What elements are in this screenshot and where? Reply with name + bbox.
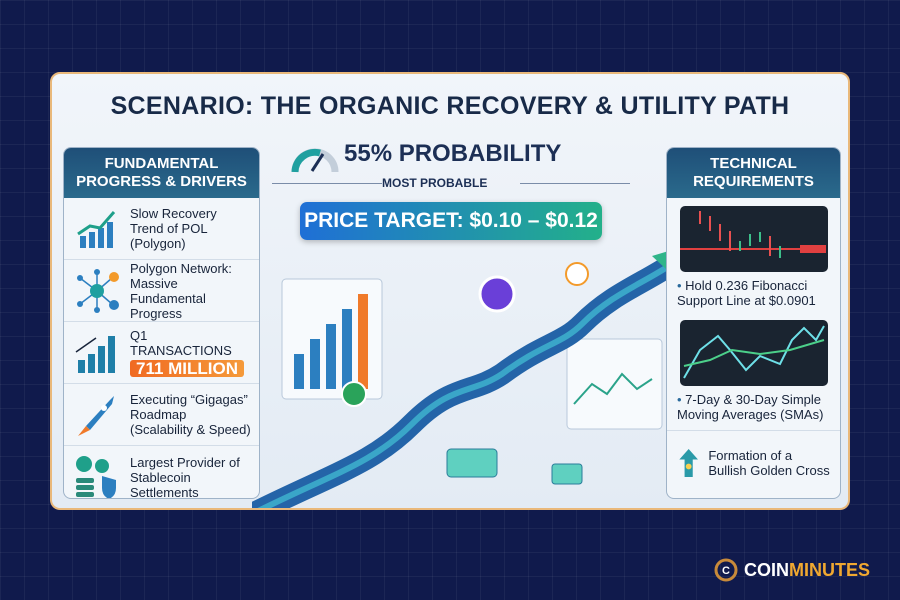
network-icon xyxy=(77,268,119,313)
list-item: Slow Recovery Trend of POL (Polygon) xyxy=(64,198,259,260)
up-arrow-icon xyxy=(679,449,698,477)
gauge-icon xyxy=(291,148,339,173)
panel-title: FUNDAMENTAL PROGRESS & DRIVERS xyxy=(64,148,259,198)
list-item: Executing “Gigagas” Roadmap (Scalability… xyxy=(64,384,259,446)
svg-text:C: C xyxy=(722,565,730,577)
probability-label: 55% PROBABILITY xyxy=(344,140,562,167)
brand-logo: C COINMINUTES xyxy=(714,558,870,582)
page-title: SCENARIO: THE ORGANIC RECOVERY & UTILITY… xyxy=(110,92,790,120)
price-target-banner: PRICE TARGET: $0.10 – $0.12 xyxy=(300,202,602,240)
transactions-badge: 711 MILLION xyxy=(130,360,245,377)
infographic-card: SCENARIO: THE ORGANIC RECOVERY & UTILITY… xyxy=(50,72,850,510)
fundamentals-panel: FUNDAMENTAL PROGRESS & DRIVERS Slow Reco… xyxy=(63,147,260,499)
item-text: Slow Recovery Trend of POL (Polygon) xyxy=(130,206,217,251)
bar-chart-icon xyxy=(75,335,115,373)
item-label: Q1 TRANSACTIONS xyxy=(130,328,232,358)
requirement-fibonacci: Hold 0.236 Fibonacci Support Line at $0.… xyxy=(667,272,840,312)
panel-title: TECHNICAL REQUIREMENTS xyxy=(667,148,840,198)
item-text: Q1 TRANSACTIONS 711 MILLION xyxy=(130,328,251,377)
divider xyxy=(272,183,382,184)
list-item: Polygon Network: Massive Fundamental Pro… xyxy=(64,260,259,322)
illustration xyxy=(252,244,692,508)
rocket-icon xyxy=(78,395,114,436)
list-item: Largest Provider of Stablecoin Settlemen… xyxy=(64,446,259,499)
item-text: Formation of a Bullish Golden Cross xyxy=(708,448,830,478)
stablecoin-shield-icon xyxy=(76,456,116,498)
list-item: Q1 TRANSACTIONS 711 MILLION xyxy=(64,322,259,384)
moving-average-chart xyxy=(679,320,828,386)
requirement-golden-cross: Formation of a Bullish Golden Cross xyxy=(667,430,840,495)
item-text: Largest Provider of Stablecoin Settlemen… xyxy=(130,454,240,499)
growth-chart-icon xyxy=(77,210,116,248)
brand-part1: COIN xyxy=(744,559,789,580)
candlestick-chart xyxy=(679,206,828,272)
item-text: Polygon Network: Massive Fundamental Pro… xyxy=(130,260,232,321)
brand-part2: MINUTES xyxy=(789,559,870,580)
probability-subtitle: MOST PROBABLE xyxy=(382,176,488,190)
divider xyxy=(520,183,630,184)
coin-logo-icon: C xyxy=(714,558,738,582)
technical-panel: TECHNICAL REQUIREMENTS Hold 0.236 Fibona… xyxy=(666,147,841,499)
item-text: Executing “Gigagas” Roadmap (Scalability… xyxy=(130,392,251,437)
requirement-sma: 7-Day & 30-Day Simple Moving Averages (S… xyxy=(667,386,840,426)
